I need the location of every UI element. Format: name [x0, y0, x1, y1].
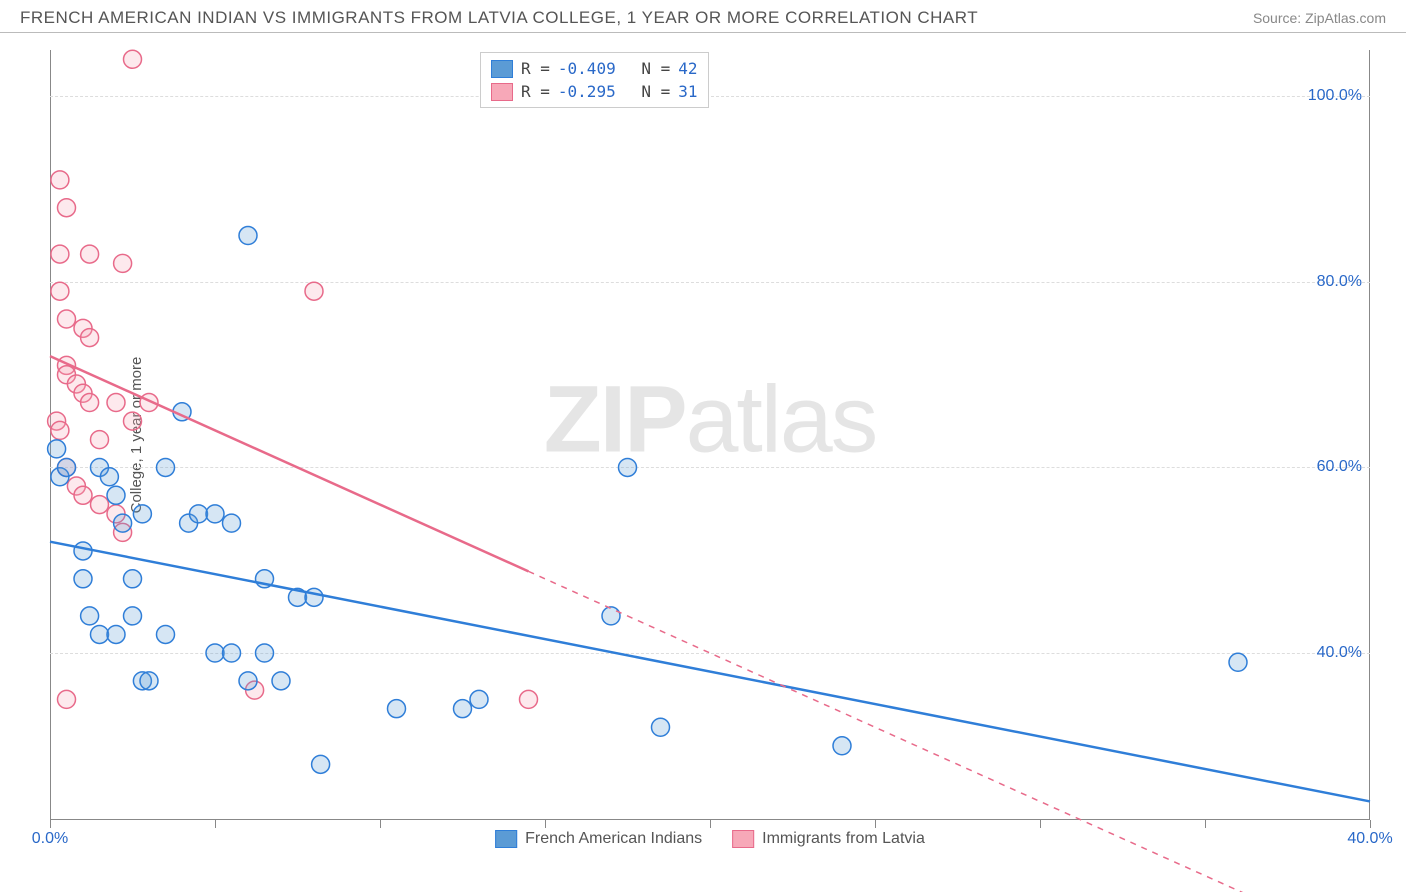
data-point	[114, 514, 132, 532]
data-point	[256, 644, 274, 662]
data-point	[206, 644, 224, 662]
R-label-1: R =	[521, 82, 550, 101]
x-tick	[1205, 820, 1206, 828]
x-tick-label: 40.0%	[1347, 830, 1392, 848]
x-tick	[215, 820, 216, 828]
x-tick	[1040, 820, 1041, 828]
data-point	[48, 440, 66, 458]
data-point	[107, 625, 125, 643]
N-label-1: N =	[641, 82, 670, 101]
data-point	[81, 329, 99, 347]
x-tick	[875, 820, 876, 828]
legend-swatch-0	[495, 830, 517, 848]
data-point	[1229, 653, 1247, 671]
source-label: Source: ZipAtlas.com	[1253, 10, 1386, 26]
data-point	[124, 570, 142, 588]
data-point	[51, 171, 69, 189]
N-label-0: N =	[641, 59, 670, 78]
x-tick	[380, 820, 381, 828]
data-point	[74, 486, 92, 504]
data-point	[520, 690, 538, 708]
scatter-svg	[50, 50, 1370, 820]
data-point	[454, 700, 472, 718]
data-point	[58, 690, 76, 708]
data-point	[388, 700, 406, 718]
data-point	[312, 755, 330, 773]
data-point	[140, 672, 158, 690]
swatch-series-1	[491, 83, 513, 101]
data-point	[206, 505, 224, 523]
legend: French American Indians Immigrants from …	[495, 830, 925, 848]
data-point	[470, 690, 488, 708]
data-point	[124, 607, 142, 625]
data-point	[190, 505, 208, 523]
data-point	[51, 421, 69, 439]
data-point	[157, 458, 175, 476]
data-point	[223, 514, 241, 532]
correlation-box: R = -0.409 N = 42 R = -0.295 N = 31	[480, 52, 709, 108]
data-point	[74, 542, 92, 560]
data-point	[239, 227, 257, 245]
data-point	[124, 412, 142, 430]
data-point	[114, 254, 132, 272]
corr-row-0: R = -0.409 N = 42	[491, 57, 698, 80]
data-point	[305, 282, 323, 300]
N-value-0: 42	[678, 59, 697, 78]
x-tick	[545, 820, 546, 828]
data-point	[107, 486, 125, 504]
data-point	[223, 644, 241, 662]
data-point	[81, 394, 99, 412]
legend-item-0: French American Indians	[495, 830, 702, 848]
x-tick	[1370, 820, 1371, 828]
data-point	[272, 672, 290, 690]
data-point	[833, 737, 851, 755]
data-point	[157, 625, 175, 643]
data-point	[100, 468, 118, 486]
data-point	[239, 672, 257, 690]
R-value-0: -0.409	[558, 59, 616, 78]
data-point	[51, 245, 69, 263]
data-point	[51, 282, 69, 300]
data-point	[124, 50, 142, 68]
x-tick	[710, 820, 711, 828]
data-point	[58, 458, 76, 476]
header-bar: FRENCH AMERICAN INDIAN VS IMMIGRANTS FRO…	[0, 0, 1406, 33]
data-point	[58, 310, 76, 328]
R-label-0: R =	[521, 59, 550, 78]
legend-item-1: Immigrants from Latvia	[732, 830, 925, 848]
data-point	[58, 199, 76, 217]
x-tick	[50, 820, 51, 828]
swatch-series-0	[491, 60, 513, 78]
data-point	[652, 718, 670, 736]
data-point	[81, 245, 99, 263]
data-point	[74, 570, 92, 588]
plot-area: College, 1 year or more ZIPatlas 40.0%60…	[50, 50, 1370, 820]
data-point	[81, 607, 99, 625]
data-point	[619, 458, 637, 476]
legend-label-1: Immigrants from Latvia	[762, 830, 925, 848]
data-point	[91, 431, 109, 449]
legend-swatch-1	[732, 830, 754, 848]
data-point	[602, 607, 620, 625]
data-point	[133, 505, 151, 523]
data-point	[91, 496, 109, 514]
R-value-1: -0.295	[558, 82, 616, 101]
data-point	[305, 588, 323, 606]
N-value-1: 31	[678, 82, 697, 101]
chart-title: FRENCH AMERICAN INDIAN VS IMMIGRANTS FRO…	[20, 8, 978, 28]
data-point	[107, 394, 125, 412]
data-point	[91, 625, 109, 643]
x-tick-label: 0.0%	[32, 830, 68, 848]
legend-label-0: French American Indians	[525, 830, 702, 848]
corr-row-1: R = -0.295 N = 31	[491, 80, 698, 103]
